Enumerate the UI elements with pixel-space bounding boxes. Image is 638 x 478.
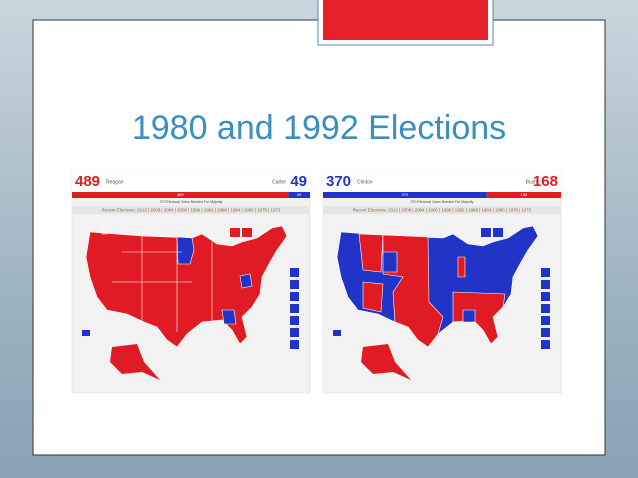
left-bar-label: 370	[401, 192, 408, 197]
right-bar-label: 168	[520, 192, 527, 197]
right-bar	[486, 192, 561, 198]
right-bar-label: 49	[297, 192, 302, 197]
right-name: Bush	[526, 179, 538, 185]
right-votes: 168	[533, 173, 558, 190]
majority-note: 270 Electoral Votes Needed For Majority	[160, 200, 223, 204]
left-votes: 370	[326, 173, 351, 190]
left-name: Clinton	[357, 179, 373, 185]
recent-row	[323, 206, 561, 214]
map-1992	[333, 225, 550, 380]
slide-title: 1980 and 1992 Elections	[132, 109, 506, 147]
recent-elections: Recent Elections: 2012 | 2008 | 2004 | 2…	[353, 208, 532, 213]
recent-row	[72, 206, 310, 214]
left-bar-label: 489	[177, 192, 184, 197]
recent-elections: Recent Elections: 2012 | 2008 | 2004 | 2…	[102, 208, 281, 213]
map-1980	[82, 225, 299, 380]
right-name: Carter	[272, 179, 286, 185]
header-bar	[72, 172, 310, 192]
left-bar	[323, 192, 487, 198]
left-name: Reagan	[106, 179, 124, 185]
left-bar	[72, 192, 289, 198]
left-votes: 489	[75, 173, 100, 190]
majority-note: 270 Electoral Votes Needed For Majority	[411, 200, 474, 204]
accent-block	[323, 0, 488, 40]
right-bar	[288, 192, 310, 198]
right-votes: 49	[290, 173, 307, 190]
header-bar	[323, 172, 561, 192]
